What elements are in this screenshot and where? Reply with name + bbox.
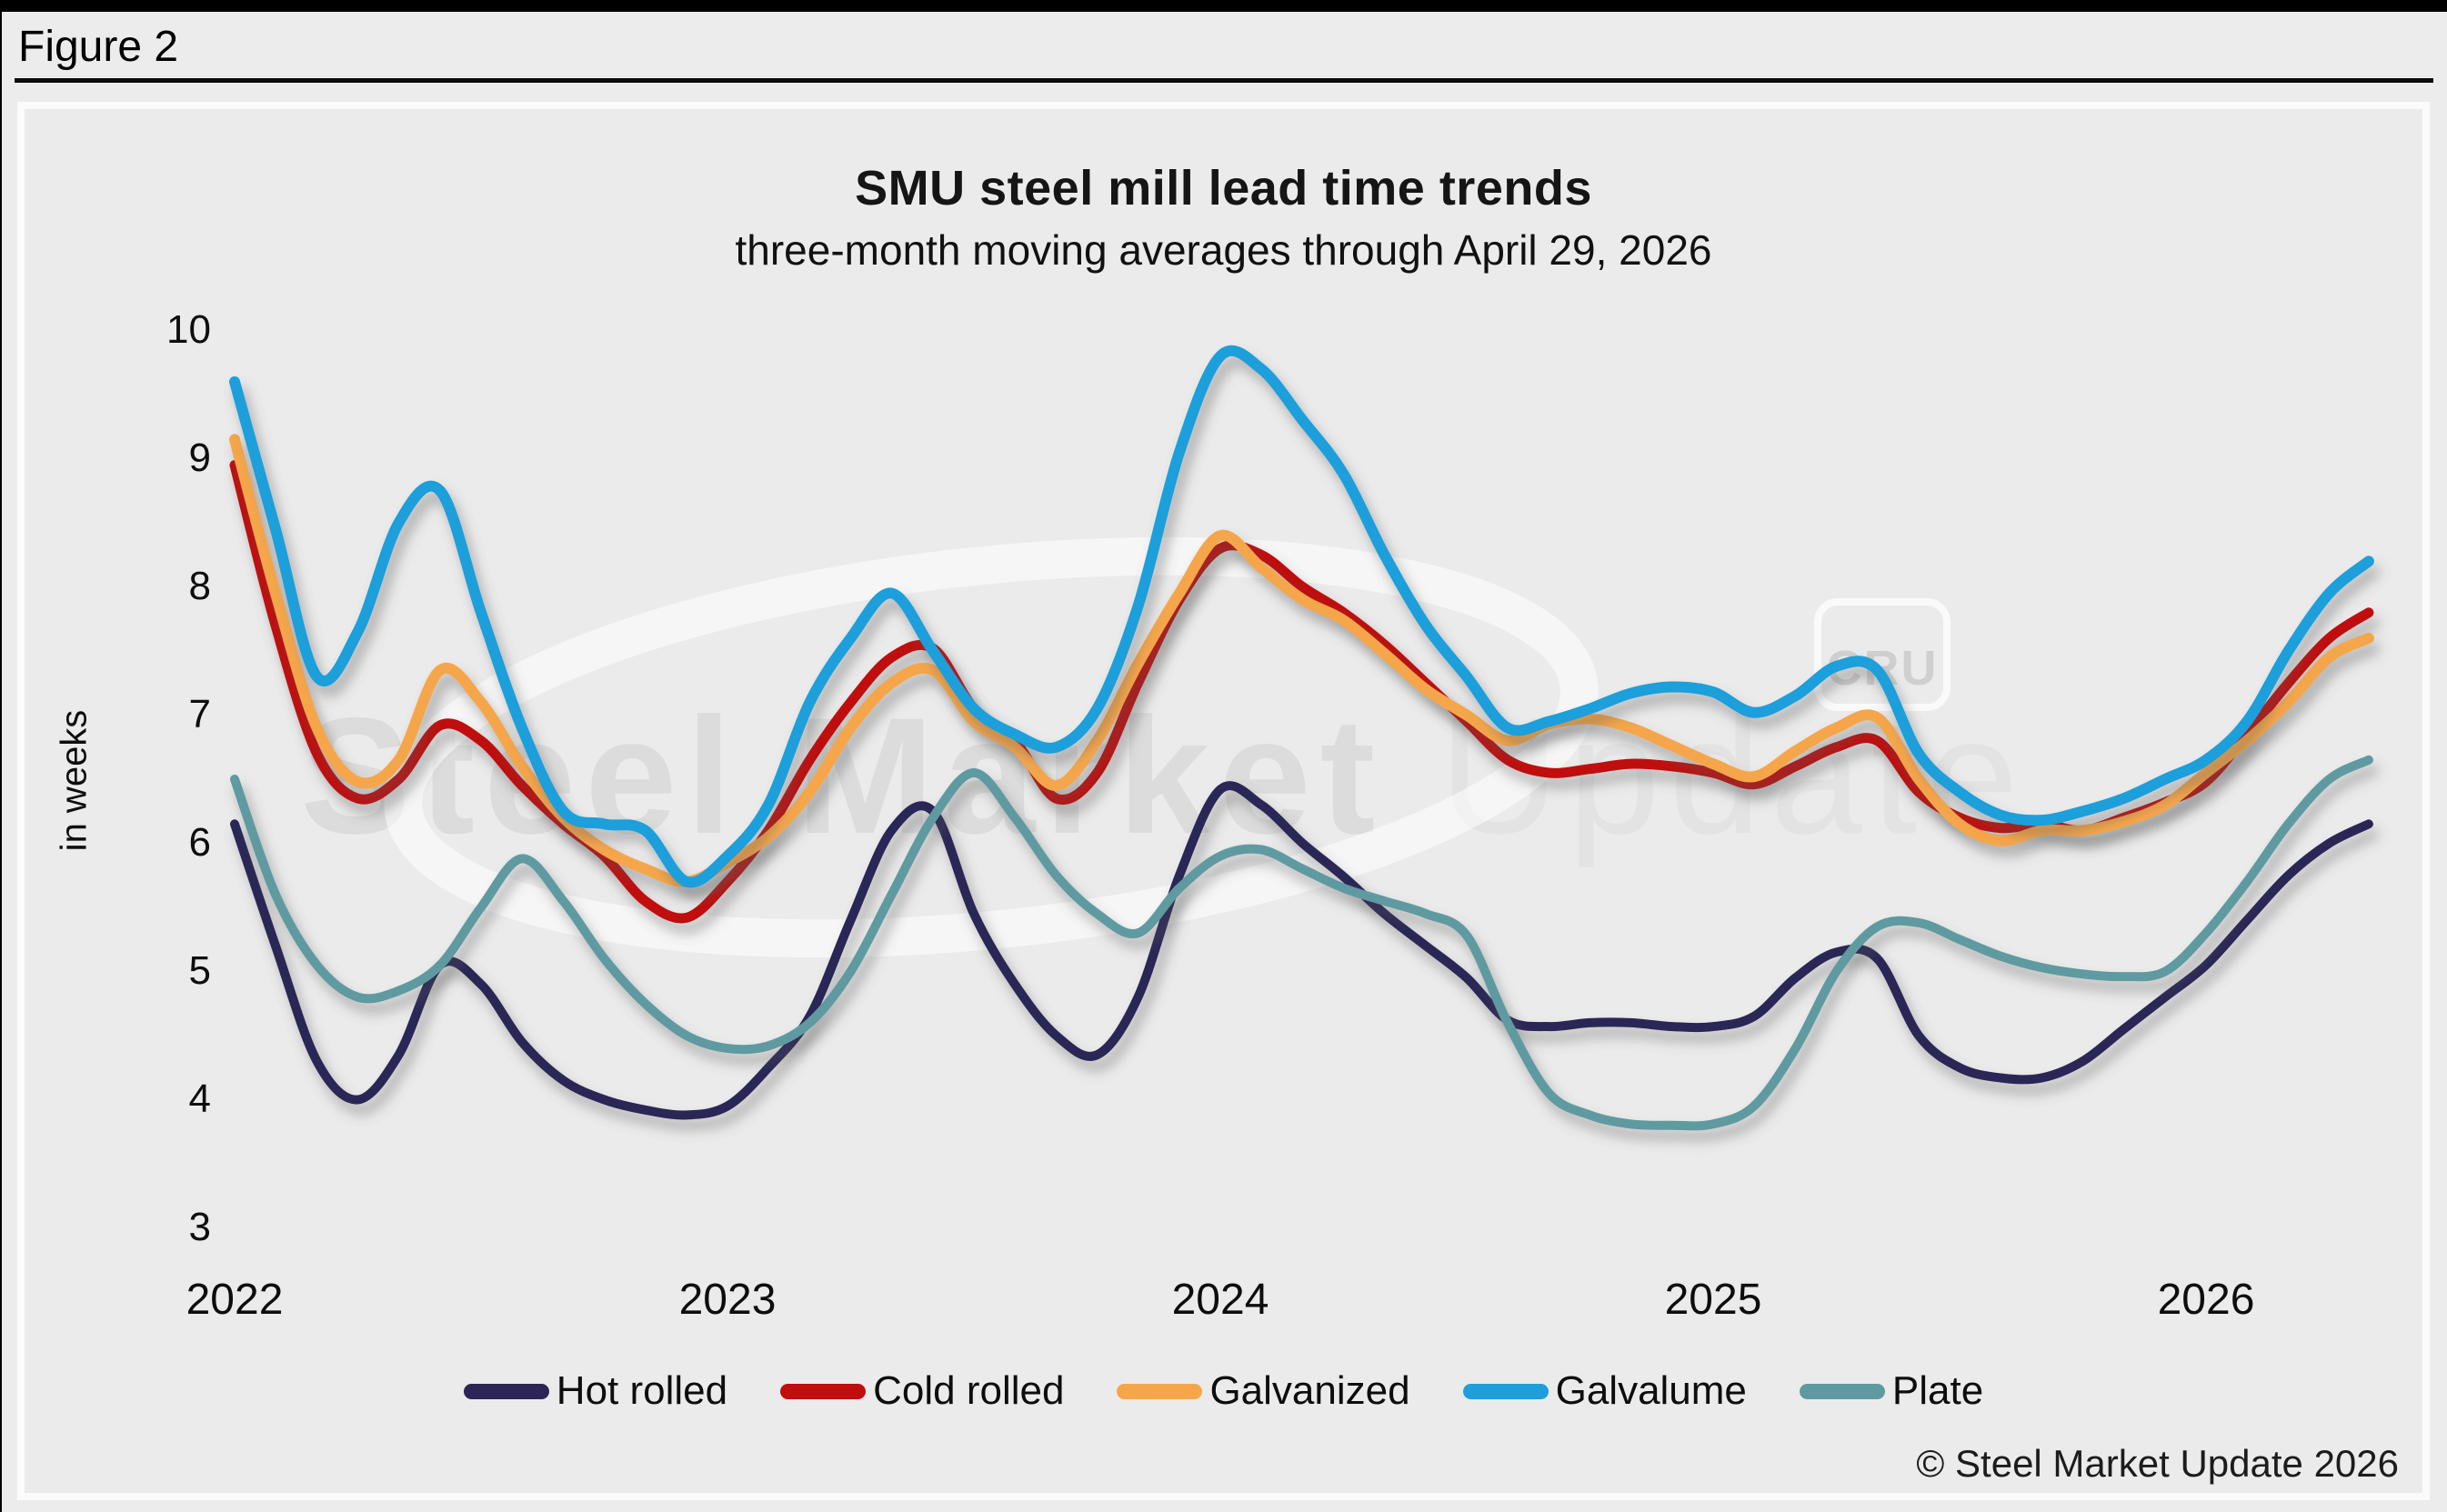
- figure-rule: [15, 78, 2433, 83]
- legend-item-plate: Plate: [1799, 1368, 1984, 1414]
- legend-swatch-plate: [1799, 1383, 1885, 1399]
- x-tick-2025: 2025: [1664, 1276, 1762, 1324]
- legend-label-galvalume: Galvalume: [1555, 1368, 1747, 1413]
- window-left-edge: [0, 12, 2, 1512]
- legend-swatch-galvanized: [1117, 1383, 1203, 1399]
- y-tick-8: 8: [188, 563, 211, 608]
- legend-label-galvanized: Galvanized: [1209, 1368, 1410, 1413]
- y-tick-10: 10: [166, 306, 211, 352]
- y-tick-7: 7: [188, 691, 211, 736]
- chart-subtitle: three-month moving averages through Apri…: [735, 226, 1712, 274]
- y-tick-9: 9: [188, 435, 211, 480]
- series-line-galvanized: [229, 434, 2374, 887]
- legend-label-cold-rolled: Cold rolled: [873, 1368, 1065, 1413]
- legend-item-cold-rolled: Cold rolled: [780, 1368, 1064, 1414]
- x-tick-2022: 2022: [186, 1276, 284, 1324]
- legend-item-galvanized: Galvanized: [1117, 1368, 1410, 1414]
- figure-label: Figure 2: [18, 23, 179, 71]
- legend-swatch-hot-rolled: [463, 1383, 549, 1399]
- y-tick-5: 5: [188, 947, 211, 993]
- legend-swatch-cold-rolled: [780, 1383, 867, 1399]
- x-tick-2023: 2023: [678, 1276, 777, 1324]
- legend-label-plate: Plate: [1891, 1368, 1984, 1413]
- series-line-galvalume: [229, 345, 2374, 888]
- series-line-hot-rolled: [230, 781, 2373, 1120]
- copyright-note: © Steel Market Update 2026: [1916, 1442, 2399, 1485]
- watermark-swoosh: [384, 536, 1599, 958]
- series-line-cold-rolled: [229, 460, 2374, 924]
- legend-label-hot-rolled: Hot rolled: [556, 1368, 728, 1413]
- window-top-bar: [0, 0, 2447, 12]
- legend-item-hot-rolled: Hot rolled: [463, 1368, 728, 1414]
- y-tick-6: 6: [188, 819, 211, 865]
- legend-item-galvalume: Galvalume: [1462, 1368, 1747, 1414]
- series-line-plate: [230, 755, 2373, 1131]
- y-tick-4: 4: [188, 1076, 211, 1121]
- x-tick-2026: 2026: [2157, 1276, 2255, 1324]
- x-tick-2024: 2024: [1171, 1276, 1269, 1324]
- chart-legend: Hot rolled Cold rolled Galvanized Galval…: [17, 1367, 2430, 1415]
- legend-swatch-galvalume: [1462, 1383, 1549, 1399]
- chart-title: SMU steel mill lead time trends: [855, 161, 1592, 215]
- y-tick-3: 3: [188, 1204, 211, 1249]
